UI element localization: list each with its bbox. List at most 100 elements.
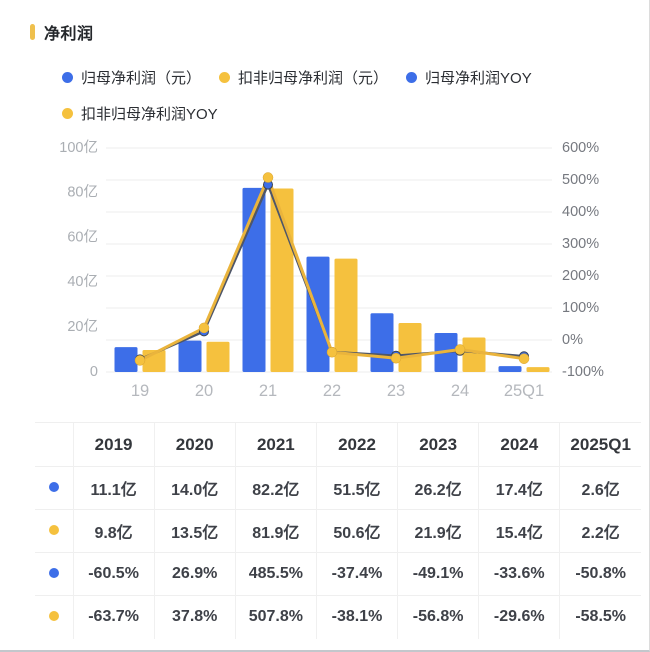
table-cell: -38.1%	[315, 595, 398, 639]
svg-text:300%: 300%	[562, 236, 599, 252]
svg-text:400%: 400%	[562, 204, 599, 220]
series-dot-cell	[35, 466, 73, 510]
legend-label: 归母净利润（元）	[81, 69, 202, 87]
table-cell: 11.1亿	[72, 466, 155, 510]
legend-dot-icon	[219, 71, 231, 83]
table-cell: 26.2亿	[397, 466, 479, 510]
table-cell: -50.8%	[559, 552, 641, 596]
svg-text:100%: 100%	[562, 300, 599, 316]
bar-series-1[interactable]	[142, 188, 550, 372]
table-cell: 14.0亿	[153, 466, 236, 510]
table-header-cell: 2023	[397, 422, 479, 467]
svg-text:500%: 500%	[562, 172, 599, 188]
legend-row-2: 扣非归母净利润YOY	[62, 102, 649, 124]
svg-text:80亿: 80亿	[67, 184, 98, 201]
bar-20	[206, 341, 230, 372]
series-dot-cell	[35, 595, 73, 639]
table-cell: 17.4亿	[478, 466, 560, 510]
svg-text:24: 24	[451, 382, 469, 400]
marker-21	[262, 172, 274, 183]
table-cell: -60.5%	[72, 552, 155, 596]
legend-item-parent-net-profit-yoy[interactable]: 归母净利润YOY	[406, 67, 532, 88]
bar-23	[398, 322, 422, 372]
bar-20	[178, 340, 202, 372]
table-cell: 507.8%	[234, 595, 317, 639]
bar-21	[242, 187, 266, 372]
table-row: -63.7% 37.8% 507.8% -38.1% -56.8% -29.6% -58.5…	[35, 595, 641, 639]
table-cell: 485.5%	[234, 552, 317, 596]
svg-text:19: 19	[131, 382, 149, 400]
table-cell: -29.6%	[478, 595, 560, 639]
table-cell: 13.5亿	[153, 509, 236, 553]
table-cell: -49.1%	[397, 552, 479, 596]
svg-text:22: 22	[323, 382, 341, 400]
table-cell: 9.8亿	[72, 509, 155, 553]
svg-text:600%: 600%	[562, 140, 599, 156]
title-accent-bar-icon	[30, 24, 35, 40]
table-header-cell: 2021	[234, 422, 317, 467]
table-header-cell: 2025Q1	[559, 422, 641, 467]
bar-25Q1	[498, 366, 522, 372]
table-header-cell: 2022	[315, 422, 398, 467]
right-axis-labels: 600% 500% 400% 300% 200% 100% 0% -100%	[562, 140, 604, 380]
table-row: 9.8亿 13.5亿 81.9亿 50.6亿 21.9亿 15.4亿 2.2亿	[35, 509, 641, 553]
series-dot-cell	[35, 509, 73, 553]
table-row: -60.5% 26.9% 485.5% -37.4% -49.1% -33.6% -50.8…	[35, 552, 641, 596]
svg-text:25Q1: 25Q1	[504, 382, 544, 400]
svg-text:0%: 0%	[562, 332, 583, 348]
legend-item-deducted-net-profit-yoy[interactable]: 扣非归母净利润YOY	[62, 103, 218, 124]
marker-19	[134, 355, 146, 366]
series-dot-cell	[35, 552, 73, 596]
legend-item-deducted-net-profit[interactable]: 扣非归母净利润（元）	[219, 67, 388, 88]
svg-text:60亿: 60亿	[67, 228, 98, 245]
table-cell: 82.2亿	[234, 466, 317, 510]
svg-text:100亿: 100亿	[59, 139, 98, 156]
bar-24	[462, 337, 486, 372]
page-title: 净利润	[44, 26, 94, 43]
svg-text:21: 21	[259, 382, 277, 400]
marker-22	[326, 346, 338, 358]
legend-label: 扣非归母净利润（元）	[238, 69, 389, 87]
profit-table: 2019 2020 2021 2022 2023 2024 2025Q1 11.1亿 14.0亿…	[35, 422, 641, 639]
table-cell: 26.9%	[153, 552, 236, 596]
table-cell: 2.6亿	[559, 466, 641, 510]
legend-dot-icon	[406, 71, 418, 83]
svg-text:40亿: 40亿	[67, 273, 98, 290]
left-axis-labels: 100亿 80亿 60亿 40亿 20亿 0	[59, 139, 98, 380]
chart-legend: 归母净利润（元） 扣非归母净利润（元） 归母净利润YOY 扣非归母净利润YOY	[62, 66, 649, 124]
marker-23	[390, 352, 402, 364]
line-markers-1	[134, 172, 530, 366]
bar-25Q1	[526, 367, 550, 372]
line-series-0[interactable]	[138, 183, 526, 361]
table-row: 11.1亿 14.0亿 82.2亿 51.5亿 26.2亿 17.4亿 2.6亿	[35, 466, 641, 510]
table-header-cell: 2024	[478, 422, 560, 467]
table-cell: -58.5%	[559, 595, 641, 639]
table-header-cell: 2019	[72, 422, 155, 467]
table-cell: 50.6亿	[315, 509, 398, 553]
table-cell: 21.9亿	[397, 509, 479, 553]
table-corner-cell	[35, 422, 73, 467]
marker-25Q1	[518, 353, 530, 364]
legend-dot-icon	[62, 71, 73, 83]
x-axis-labels: 19 20 21 22 23 24 25Q1	[131, 382, 544, 400]
table-cell: 2.2亿	[559, 509, 641, 553]
svg-text:20: 20	[195, 382, 213, 400]
table-header-row: 2019 2020 2021 2022 2023 2024 2025Q1	[35, 422, 641, 467]
marker-24	[454, 344, 466, 355]
legend-row-1: 归母净利润（元） 扣非归母净利润（元） 归母净利润YOY	[62, 66, 649, 88]
series-dot-icon	[48, 482, 59, 492]
bar-22	[334, 258, 358, 372]
net-profit-chart[interactable]: 100亿80亿60亿40亿20亿0600%500%400%300%200%100…	[0, 136, 650, 408]
table-cell: -33.6%	[478, 552, 560, 596]
table-cell: 37.8%	[153, 595, 236, 639]
table-cell: 81.9亿	[234, 509, 317, 553]
legend-label: 扣非归母净利润YOY	[81, 105, 218, 123]
table-cell: -63.7%	[72, 595, 155, 639]
table-cell: 51.5亿	[315, 466, 398, 510]
svg-text:200%: 200%	[562, 268, 599, 284]
table-header-cell: 2020	[153, 422, 236, 467]
legend-label: 归母净利润YOY	[425, 69, 532, 87]
legend-item-parent-net-profit[interactable]: 归母净利润（元）	[62, 67, 201, 88]
svg-text:-100%: -100%	[562, 364, 604, 380]
